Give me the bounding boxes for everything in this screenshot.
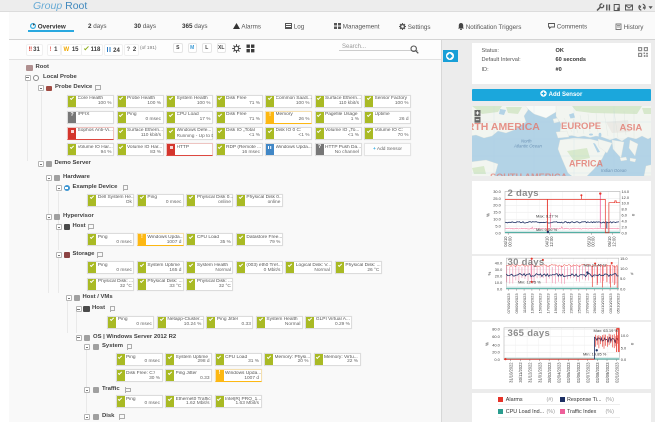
svg-text:10.0: 10.0 [621,201,629,206]
svg-text:15/09/2023: 15/09/2023 [537,293,542,314]
svg-text:6.0: 6.0 [621,213,627,218]
svg-text:28/02/2023: 28/02/2023 [546,361,551,382]
svg-text:#: # [630,342,635,345]
svg-text:14.0: 14.0 [621,189,629,194]
svg-text:15.0: 15.0 [493,210,501,215]
svg-text:27/09/2023: 27/09/2023 [584,293,589,314]
svg-text:Atlantic Ocean: Atlantic Ocean [513,144,543,149]
svg-text:%: % [484,342,489,346]
svg-text:29/09/2023: 29/09/2023 [592,293,597,314]
svg-text:80.0: 80.0 [492,326,500,331]
svg-text:09/09/2023: 09/09/2023 [514,293,519,314]
svg-text:02/10/2023: 02/10/2023 [614,361,619,382]
svg-text:02/04/2023: 02/04/2023 [556,361,561,382]
svg-text:13/09/2023: 13/09/2023 [529,293,534,314]
svg-text:2.0: 2.0 [621,225,627,230]
svg-text:20.0: 20.0 [493,203,501,208]
svg-text:25/09/2023: 25/09/2023 [576,293,581,314]
svg-text:19/09/2023: 19/09/2023 [553,293,558,314]
svg-text:00:00: 00:00 [590,236,595,247]
svg-text:5.0: 5.0 [495,224,501,229]
svg-text:#: # [629,272,634,275]
svg-text:#: # [631,213,636,216]
svg-text:12:00: 12:00 [549,236,554,247]
svg-text:02/06/2023: 02/06/2023 [575,361,580,382]
svg-text:10.0: 10.0 [620,267,627,271]
svg-text:17/09/2023: 17/09/2023 [545,293,550,314]
svg-text:31/01/2023: 31/01/2023 [537,361,542,382]
svg-text:21/09/2023: 21/09/2023 [560,293,565,314]
svg-text:Min: 19.85 %: Min: 19.85 % [583,351,607,356]
svg-text:31/12/2022: 31/12/2022 [527,361,532,382]
svg-text:0.0: 0.0 [495,231,501,236]
svg-text:Max: 9.27 %: Max: 9.27 % [536,214,559,219]
svg-text:0.0: 0.0 [496,288,501,292]
svg-text:%: % [487,272,492,276]
svg-text:02/09/2023: 02/09/2023 [604,361,609,382]
svg-text:0.0: 0.0 [620,357,626,362]
svg-text:12:00: 12:00 [611,236,616,247]
svg-text:North: North [521,139,532,144]
svg-text:10.0: 10.0 [494,281,501,285]
svg-text:0.0: 0.0 [494,357,500,362]
svg-text:01/10/2023: 01/10/2023 [600,293,605,314]
svg-text:AFRICA: AFRICA [569,159,603,169]
svg-text:Indian Ocean: Indian Ocean [601,168,627,173]
svg-text:15.0: 15.0 [620,257,627,261]
svg-text:30.0: 30.0 [493,189,501,194]
svg-text:0.0: 0.0 [620,288,625,292]
svg-text:05/10/2023: 05/10/2023 [615,293,620,314]
svg-text:%: % [485,213,490,217]
svg-text:Max: 63.19 %: Max: 63.19 % [593,327,618,332]
svg-text:07/09/2023: 07/09/2023 [506,293,511,314]
svg-text:31/10/2022: 31/10/2022 [508,361,513,382]
svg-text:8.0: 8.0 [621,207,627,212]
svg-text:03/10/2023: 03/10/2023 [607,293,612,314]
svg-text:0.0: 0.0 [621,231,627,236]
svg-text:00:00: 00:00 [507,236,512,247]
svg-text:5.0: 5.0 [620,345,626,350]
svg-text:05/10: 05/10 [607,236,612,247]
svg-text:20.0: 20.0 [492,349,500,354]
svg-text:12.0: 12.0 [621,195,629,200]
svg-text:30/11/2022: 30/11/2022 [518,361,523,382]
svg-text:10.0: 10.0 [620,333,628,338]
svg-text:Min: 12.75 %: Min: 12.75 % [518,280,541,285]
svg-text:05/10: 05/10 [586,236,591,247]
svg-text:60.0: 60.0 [492,333,500,338]
svg-text:20.0: 20.0 [494,275,501,279]
svg-text:40.0: 40.0 [492,342,500,347]
svg-text:04/10: 04/10 [503,236,508,247]
svg-text:4.0: 4.0 [621,219,627,224]
svg-text:30.0: 30.0 [494,268,501,272]
svg-text:04/10: 04/10 [544,236,549,247]
svg-text:23/09/2023: 23/09/2023 [568,293,573,314]
svg-text:40.0: 40.0 [494,262,501,266]
svg-text:Min: 0.00 %: Min: 0.00 % [536,227,558,232]
svg-text:EUROPE: EUROPE [561,121,601,132]
svg-text:SOUTH AMERICA: SOUTH AMERICA [490,172,568,176]
svg-text:NORTH AMERICA: NORTH AMERICA [472,121,540,133]
svg-text:02/07/2023: 02/07/2023 [585,361,590,382]
svg-text:5.0: 5.0 [620,277,625,281]
svg-text:10.0: 10.0 [493,217,501,222]
svg-text:Max 12.46 %: Max 12.46 % [583,263,606,268]
svg-text:25.0: 25.0 [493,196,501,201]
svg-text:02/08/2023: 02/08/2023 [595,361,600,382]
svg-text:ASIA: ASIA [619,123,642,134]
svg-text:02/05/2023: 02/05/2023 [566,361,571,382]
svg-text:11/09/2023: 11/09/2023 [521,293,526,313]
